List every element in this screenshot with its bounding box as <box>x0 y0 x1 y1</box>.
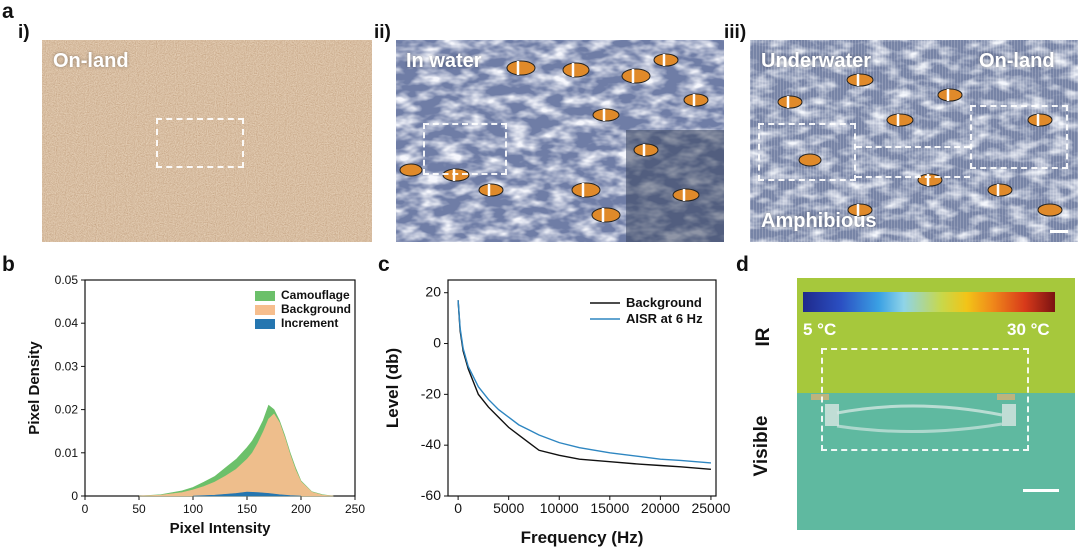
plot-frame <box>447 279 717 497</box>
panel-c-letter: c <box>378 253 390 276</box>
y-axis-label: Pixel Density <box>26 341 43 435</box>
panel-b-letter: b <box>2 253 15 276</box>
histogram-chart: 0 50 100 150 200 250 0 0.01 0.02 0.03 0.04 0.05 Pixe… <box>26 273 365 537</box>
legend-swatch <box>255 319 275 329</box>
y-tick-label: 20 <box>425 284 441 300</box>
x-tick-label: 50 <box>132 502 146 516</box>
y-tick-label: 0.02 <box>55 403 79 417</box>
y-axis-label: Level (db) <box>383 348 402 428</box>
y-tick-label: 0.03 <box>55 359 79 373</box>
panel-d-letter: d <box>736 253 749 276</box>
y-tick-label: -60 <box>421 487 441 503</box>
y-tick-label: -20 <box>421 385 441 401</box>
y-tick-label: 0 <box>71 489 78 503</box>
colorbar-max-label: 30 °C <box>1007 320 1050 339</box>
x-axis-label: Pixel Intensity <box>170 520 272 537</box>
legend-label: Increment <box>281 316 338 330</box>
in-water-region-box <box>423 123 507 175</box>
photo-ir-visible: 5 °C 30 °C <box>797 278 1075 530</box>
photo-amphibious: Underwater On-land Amphibious <box>750 40 1078 242</box>
sand-texture <box>42 40 372 242</box>
x-tick-label: 100 <box>183 502 203 516</box>
subpanel-i-label: i) <box>18 22 30 43</box>
y-tick-label: 0.01 <box>55 446 79 460</box>
y-tick-label: -40 <box>421 436 441 452</box>
device-sketch <box>811 394 1016 434</box>
y-tick-label: 0.05 <box>55 273 79 287</box>
amphibious-connector-box <box>856 146 970 178</box>
subpanel-ii-label: ii) <box>374 22 391 43</box>
series-area-increment <box>192 491 302 497</box>
legend-label: Background <box>281 302 351 316</box>
device-region-box <box>821 348 1029 451</box>
scale-bar-d <box>1023 489 1059 492</box>
legend-label: AISR at 6 Hz <box>626 311 703 326</box>
on-land-label-iii: On-land <box>979 50 1055 72</box>
anemone-scene <box>396 40 724 242</box>
amphibious-label: Amphibious <box>761 210 877 232</box>
series-line-background <box>457 300 712 471</box>
x-axis-label: Frequency (Hz) <box>521 528 644 547</box>
y-tick-label: 0 <box>433 335 441 351</box>
x-tick-label: 15000 <box>590 500 629 516</box>
x-tick-label: 200 <box>291 502 311 516</box>
colorbar-min-label: 5 °C <box>803 320 837 339</box>
ir-side-label: IR <box>753 327 774 347</box>
x-tick-label: 5000 <box>493 500 524 516</box>
x-tick-label: 25000 <box>691 500 730 516</box>
amphibious-scene <box>750 40 1078 242</box>
series-line-aisr-at-6-hz <box>457 300 712 464</box>
legend-swatch <box>255 291 275 301</box>
visible-side-label: Visible <box>751 415 772 477</box>
x-tick-label: 0 <box>454 500 462 516</box>
legend-swatch <box>255 305 275 315</box>
on-land-label: On-land <box>53 50 129 72</box>
camouflage-region-box <box>156 118 244 168</box>
scale-bar-a <box>1050 230 1068 233</box>
legend-label: Background <box>626 295 702 310</box>
clownfish-group <box>399 53 709 223</box>
x-tick-label: 250 <box>345 502 365 516</box>
x-tick-label: 0 <box>82 502 89 516</box>
x-tick-label: 10000 <box>540 500 579 516</box>
y-tick-label: 0.04 <box>55 316 79 330</box>
panel-a-letter: a <box>2 0 14 23</box>
subpanel-iii-label: iii) <box>724 22 747 43</box>
underwater-label: Underwater <box>761 50 872 72</box>
series-area-background <box>138 413 334 497</box>
frequency-chart: 0 5000 10000 15000 20000 25000 20 0 -20 -40 -60 Fre… <box>383 279 731 547</box>
photo-on-land: On-land <box>42 40 372 242</box>
photo-in-water: In water <box>396 40 724 242</box>
x-tick-label: 20000 <box>641 500 680 516</box>
in-water-label: In water <box>406 50 482 72</box>
underwater-region-box <box>758 123 856 181</box>
legend-label: Camouflage <box>281 288 350 302</box>
x-tick-label: 150 <box>237 502 257 516</box>
on-land-region-box <box>970 105 1068 169</box>
thermal-colorbar <box>803 292 1055 312</box>
